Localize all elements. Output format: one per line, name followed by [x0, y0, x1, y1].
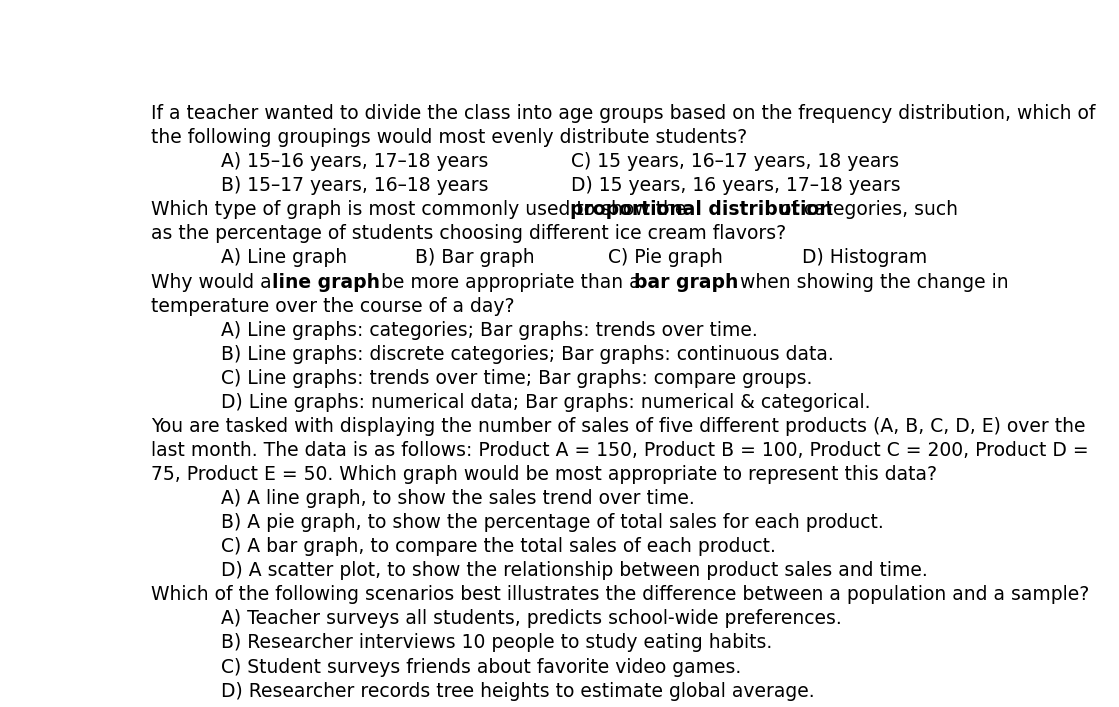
Text: A) Line graph: A) Line graph — [220, 248, 347, 267]
Text: Which of the following scenarios best illustrates the difference between a popul: Which of the following scenarios best il… — [151, 585, 1089, 604]
Text: temperature over the course of a day?: temperature over the course of a day? — [151, 297, 514, 315]
Text: D) Researcher records tree heights to estimate global average.: D) Researcher records tree heights to es… — [220, 682, 815, 701]
Text: You are tasked with displaying the number of sales of five different products (A: You are tasked with displaying the numbe… — [151, 417, 1085, 436]
Text: C) A bar graph, to compare the total sales of each product.: C) A bar graph, to compare the total sal… — [220, 537, 775, 556]
Text: when showing the change in: when showing the change in — [734, 272, 1008, 291]
Text: If a teacher wanted to divide the class into age groups based on the frequency d: If a teacher wanted to divide the class … — [151, 104, 1096, 123]
Text: as the percentage of students choosing different ice cream flavors?: as the percentage of students choosing d… — [151, 224, 786, 243]
Text: proportional distribution: proportional distribution — [571, 200, 833, 219]
Text: C) Pie graph: C) Pie graph — [609, 248, 723, 267]
Text: Why would a: Why would a — [151, 272, 278, 291]
Text: C) Line graphs: trends over time; Bar graphs: compare groups.: C) Line graphs: trends over time; Bar gr… — [220, 369, 812, 387]
Text: D) Line graphs: numerical data; Bar graphs: numerical & categorical.: D) Line graphs: numerical data; Bar grap… — [220, 393, 871, 412]
Text: of categories, such: of categories, such — [773, 200, 958, 219]
Text: B) Researcher interviews 10 people to study eating habits.: B) Researcher interviews 10 people to st… — [220, 633, 772, 653]
Text: B) A pie graph, to show the percentage of total sales for each product.: B) A pie graph, to show the percentage o… — [220, 513, 883, 532]
Text: A) 15–16 years, 17–18 years: A) 15–16 years, 17–18 years — [220, 152, 488, 171]
Text: B) 15–17 years, 16–18 years: B) 15–17 years, 16–18 years — [220, 176, 488, 195]
Text: last month. The data is as follows: Product A = 150, Product B = 100, Product C : last month. The data is as follows: Prod… — [151, 441, 1089, 460]
Text: D) A scatter plot, to show the relationship between product sales and time.: D) A scatter plot, to show the relations… — [220, 561, 928, 580]
Text: Which type of graph is most commonly used to show the: Which type of graph is most commonly use… — [151, 200, 692, 219]
Text: A) A line graph, to show the sales trend over time.: A) A line graph, to show the sales trend… — [220, 489, 695, 508]
Text: the following groupings would most evenly distribute students?: the following groupings would most evenl… — [151, 128, 746, 147]
Text: C) 15 years, 16–17 years, 18 years: C) 15 years, 16–17 years, 18 years — [571, 152, 899, 171]
Text: be more appropriate than a: be more appropriate than a — [375, 272, 647, 291]
Text: A) Line graphs: categories; Bar graphs: trends over time.: A) Line graphs: categories; Bar graphs: … — [220, 321, 758, 339]
Text: C) Student surveys friends about favorite video games.: C) Student surveys friends about favorit… — [220, 658, 741, 677]
Text: B) Bar graph: B) Bar graph — [414, 248, 534, 267]
Text: A) Teacher surveys all students, predicts school-wide preferences.: A) Teacher surveys all students, predict… — [220, 609, 841, 629]
Text: B) Line graphs: discrete categories; Bar graphs: continuous data.: B) Line graphs: discrete categories; Bar… — [220, 345, 834, 363]
Text: D) 15 years, 16 years, 17–18 years: D) 15 years, 16 years, 17–18 years — [571, 176, 901, 195]
Text: bar graph: bar graph — [634, 272, 739, 291]
Text: D) Histogram: D) Histogram — [802, 248, 928, 267]
Text: line graph: line graph — [272, 272, 379, 291]
Text: 75, Product E = 50. Which graph would be most appropriate to represent this data: 75, Product E = 50. Which graph would be… — [151, 465, 937, 484]
